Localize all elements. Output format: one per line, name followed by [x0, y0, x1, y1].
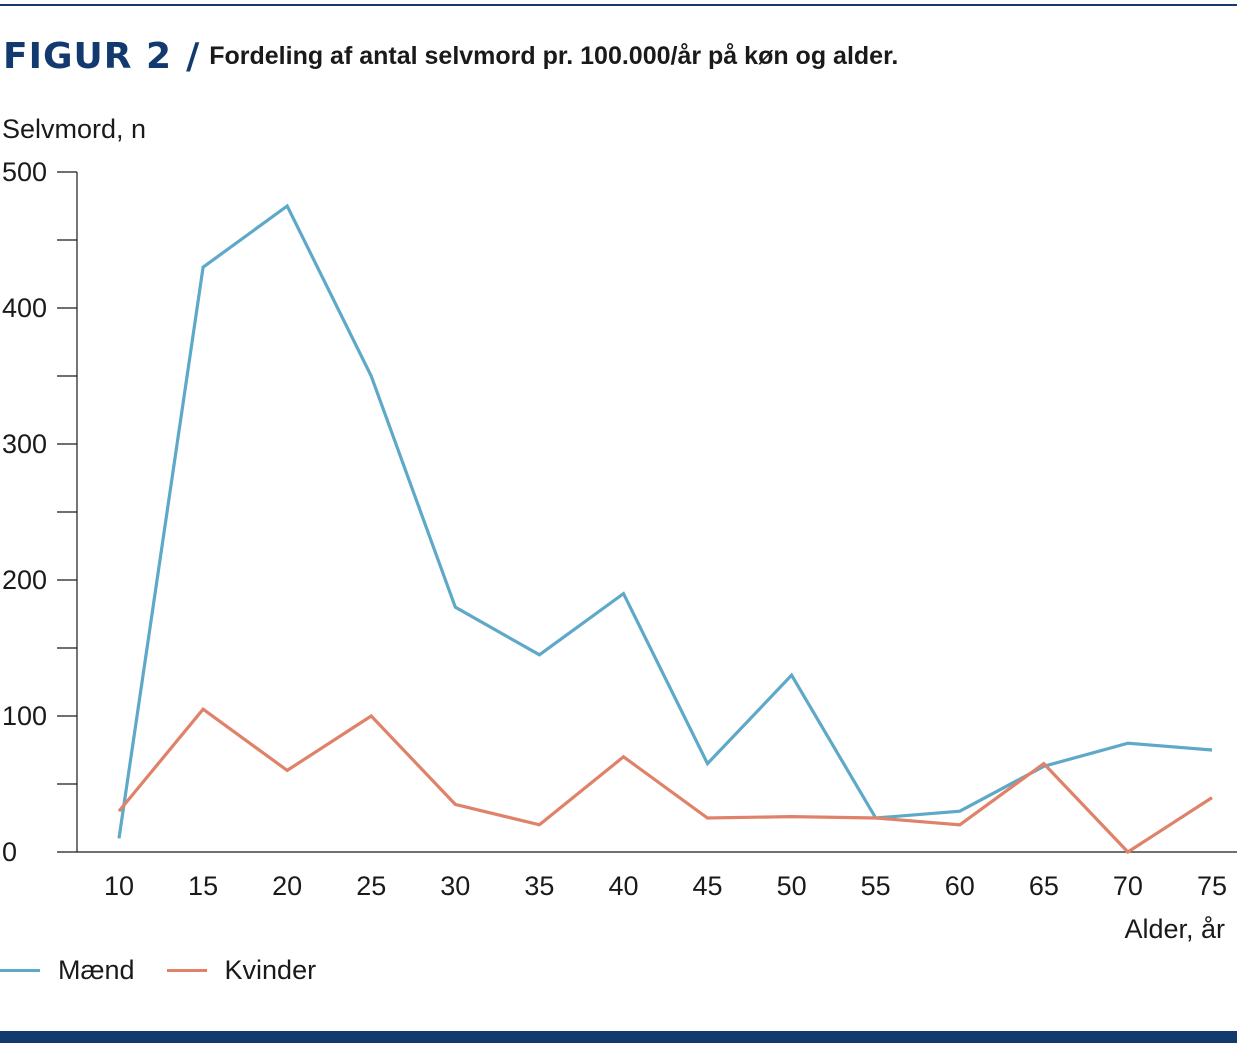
y-tick-label: 300 — [2, 429, 47, 459]
x-tick-label: 75 — [1197, 871, 1227, 901]
y-tick-label: 0 — [2, 837, 17, 867]
figure-header: FIGUR 2 / Fordeling af antal selvmord pr… — [3, 34, 898, 78]
y-tick-label: 100 — [2, 701, 47, 731]
legend-item-kvinder: Kvinder — [166, 954, 317, 986]
legend-item-maend: Mænd — [0, 955, 135, 986]
legend-label-kvinder: Kvinder — [224, 954, 317, 985]
x-tick-label: 55 — [861, 871, 891, 901]
y-tick-label: 500 — [2, 157, 47, 187]
x-tick-label: 15 — [188, 871, 218, 901]
x-tick-label: 35 — [524, 871, 554, 901]
x-tick-label: 30 — [440, 871, 470, 901]
series-line-maend — [117, 203, 1213, 839]
legend-label-maend: Mænd — [58, 954, 135, 985]
figure-separator: / — [186, 35, 200, 77]
bottom-rule — [0, 1031, 1237, 1043]
legend: Mænd Kvinder — [0, 950, 348, 990]
x-tick-label: 10 — [104, 871, 134, 901]
y-tick-label: 400 — [2, 293, 47, 323]
x-tick-label: 60 — [945, 871, 975, 901]
x-tick-label: 20 — [272, 871, 302, 901]
x-tick-label: 45 — [693, 871, 723, 901]
top-rule — [0, 4, 1237, 6]
line-chart: Selvmord, n Alder, år 0 100 200 300 400 500 10… — [2, 114, 1237, 944]
x-tick-label: 50 — [777, 871, 807, 901]
series-line-kvinder — [117, 707, 1213, 855]
x-tick-label: 65 — [1029, 871, 1059, 901]
y-axis-label: Selvmord, n — [2, 114, 146, 144]
x-axis-label: Alder, år — [1124, 914, 1225, 944]
legend-swatch-kvinder — [166, 968, 207, 972]
figure-label: FIGUR 2 — [3, 35, 173, 77]
x-tick-label: 70 — [1113, 871, 1143, 901]
x-tick-label: 25 — [356, 871, 386, 901]
y-tick-label: 200 — [2, 565, 47, 595]
figure-title: Fordeling af antal selvmord pr. 100.000/… — [209, 41, 899, 70]
x-tick-label: 40 — [608, 871, 638, 901]
legend-swatch-maend — [0, 968, 40, 972]
